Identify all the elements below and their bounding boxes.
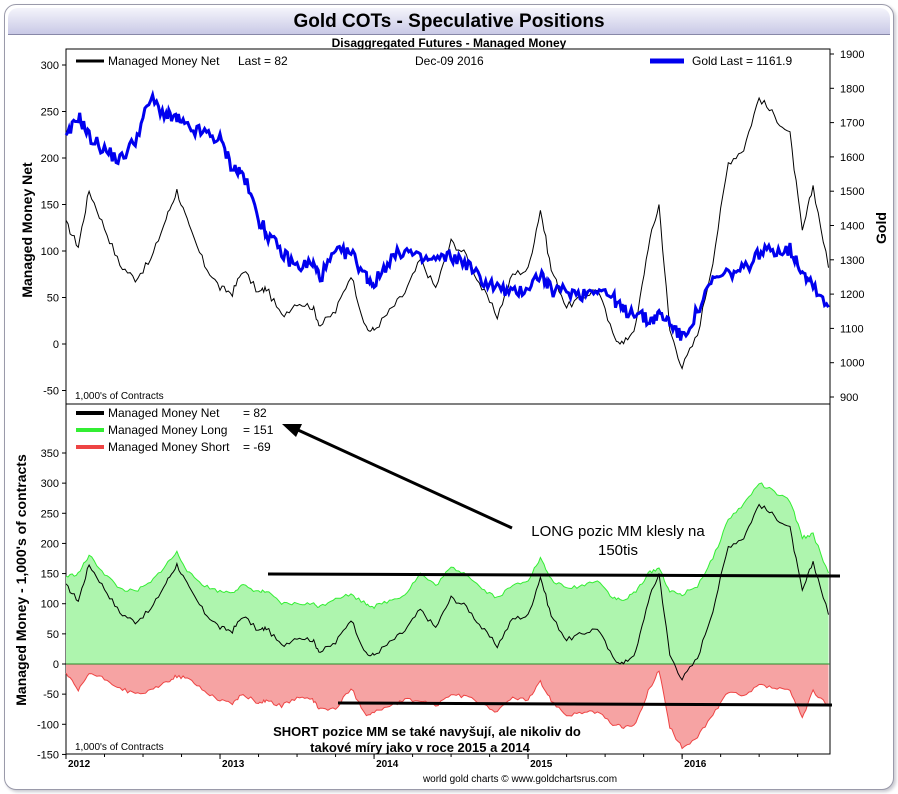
chart-title: Gold COTs - Speculative Positions	[293, 11, 605, 32]
legend-date: Dec-09 2016	[415, 54, 484, 68]
legend-last-net: = 82	[243, 406, 267, 420]
legend-last-long: = 151	[243, 423, 274, 437]
annotation-short-line2: takové míry jako v roce 2015 a 2014	[310, 740, 530, 755]
bottom-left-tick-label: 250	[41, 508, 59, 520]
top-right-tick-label: 1300	[840, 255, 864, 267]
x-tick-label: 2012	[68, 759, 91, 770]
top-right-tick-label: 900	[840, 392, 858, 404]
area-managed-money-short	[66, 664, 829, 749]
legend-last-net: Last = 82	[238, 54, 288, 68]
top-y-axis-label: Managed Money Net	[19, 162, 35, 298]
top-right-tick-label: 1400	[840, 221, 864, 233]
annotation-long-line1: LONG pozic MM klesly na	[531, 523, 705, 540]
title-bar: Gold COTs - Speculative Positions	[8, 8, 890, 35]
annotation-short-line1: SHORT pozice MM se také navyšují, ale ni…	[273, 724, 581, 739]
legend-label-long: Managed Money Long	[108, 423, 227, 437]
bottom-left-tick-label: 300	[41, 478, 59, 490]
legend-label-net: Managed Money Net	[108, 54, 220, 68]
series-line-managed-money-net-bottom	[65, 503, 829, 681]
annotation-line-short	[337, 701, 833, 707]
top-right-tick-label: 1900	[840, 49, 864, 61]
annotation-arrow-head	[282, 424, 302, 437]
bottom-left-tick-label: -100	[37, 719, 59, 731]
bottom-left-tick-label: 50	[47, 629, 59, 641]
bottom-left-tick-label: 200	[41, 538, 59, 550]
x-tick-label: 2014	[376, 759, 399, 770]
chart-subtitle: Disaggregated Futures - Managed Money	[331, 36, 567, 50]
x-tick-label: 2016	[684, 759, 707, 770]
top-left-tick-label: 50	[47, 293, 59, 305]
top-right-tick-label: 1100	[840, 323, 864, 335]
top-plot-area	[65, 48, 831, 405]
bottom-left-tick-label: -150	[37, 749, 59, 761]
credit-text: world gold charts © www.goldchartsrus.co…	[422, 774, 617, 785]
bottom-left-tick-label: 0	[53, 659, 59, 671]
top-right-tick-label: 1600	[840, 152, 864, 164]
legend-label-net: Managed Money Net	[108, 406, 220, 420]
top-left-tick-label: 200	[41, 153, 59, 165]
x-tick-label: 2013	[222, 759, 245, 770]
series-line-managed-money-short	[65, 670, 829, 750]
top-right-tick-label: 1800	[840, 83, 864, 95]
bottom-left-tick-label: 350	[41, 448, 59, 460]
top-right-tick-label: 1000	[840, 358, 864, 370]
series-line-managed-money-long	[65, 482, 829, 610]
top-left-tick-label: 0	[53, 339, 59, 351]
legend-label-gold: Gold	[692, 54, 717, 68]
x-tick-label: 2015	[530, 759, 553, 770]
series-line-gold	[64, 89, 830, 341]
top-left-tick-label: -50	[43, 386, 59, 398]
top-units-note: 1,000's of Contracts	[75, 391, 164, 402]
top-left-tick-label: 300	[41, 60, 59, 72]
bottom-left-tick-label: 100	[41, 599, 59, 611]
bottom-y-axis-label: Managed Money - 1,000's of contracts	[13, 454, 29, 706]
top-right-tick-label: 1200	[840, 289, 864, 301]
annotation-line-150	[267, 572, 841, 578]
legend-last-gold: Last = 1161.9	[720, 54, 792, 68]
annotation-long-line2: 150tis	[598, 542, 638, 559]
top-left-tick-label: 250	[41, 107, 59, 119]
annotation-arrow-shaft	[297, 428, 513, 530]
top-left-tick-label: 100	[41, 246, 59, 258]
bottom-units-note: 1,000's of Contracts	[75, 742, 164, 753]
bottom-left-tick-label: -50	[43, 689, 59, 701]
top-right-tick-label: 1500	[840, 186, 864, 198]
top-y2-axis-label: Gold	[873, 212, 889, 244]
top-left-tick-label: 150	[41, 200, 59, 212]
bottom-left-tick-label: 150	[41, 569, 59, 581]
legend-last-short: = -69	[243, 440, 271, 454]
top-right-tick-label: 1700	[840, 118, 864, 130]
legend-label-short: Managed Money Short	[108, 440, 230, 454]
series-line-managed-money-net	[65, 96, 829, 370]
